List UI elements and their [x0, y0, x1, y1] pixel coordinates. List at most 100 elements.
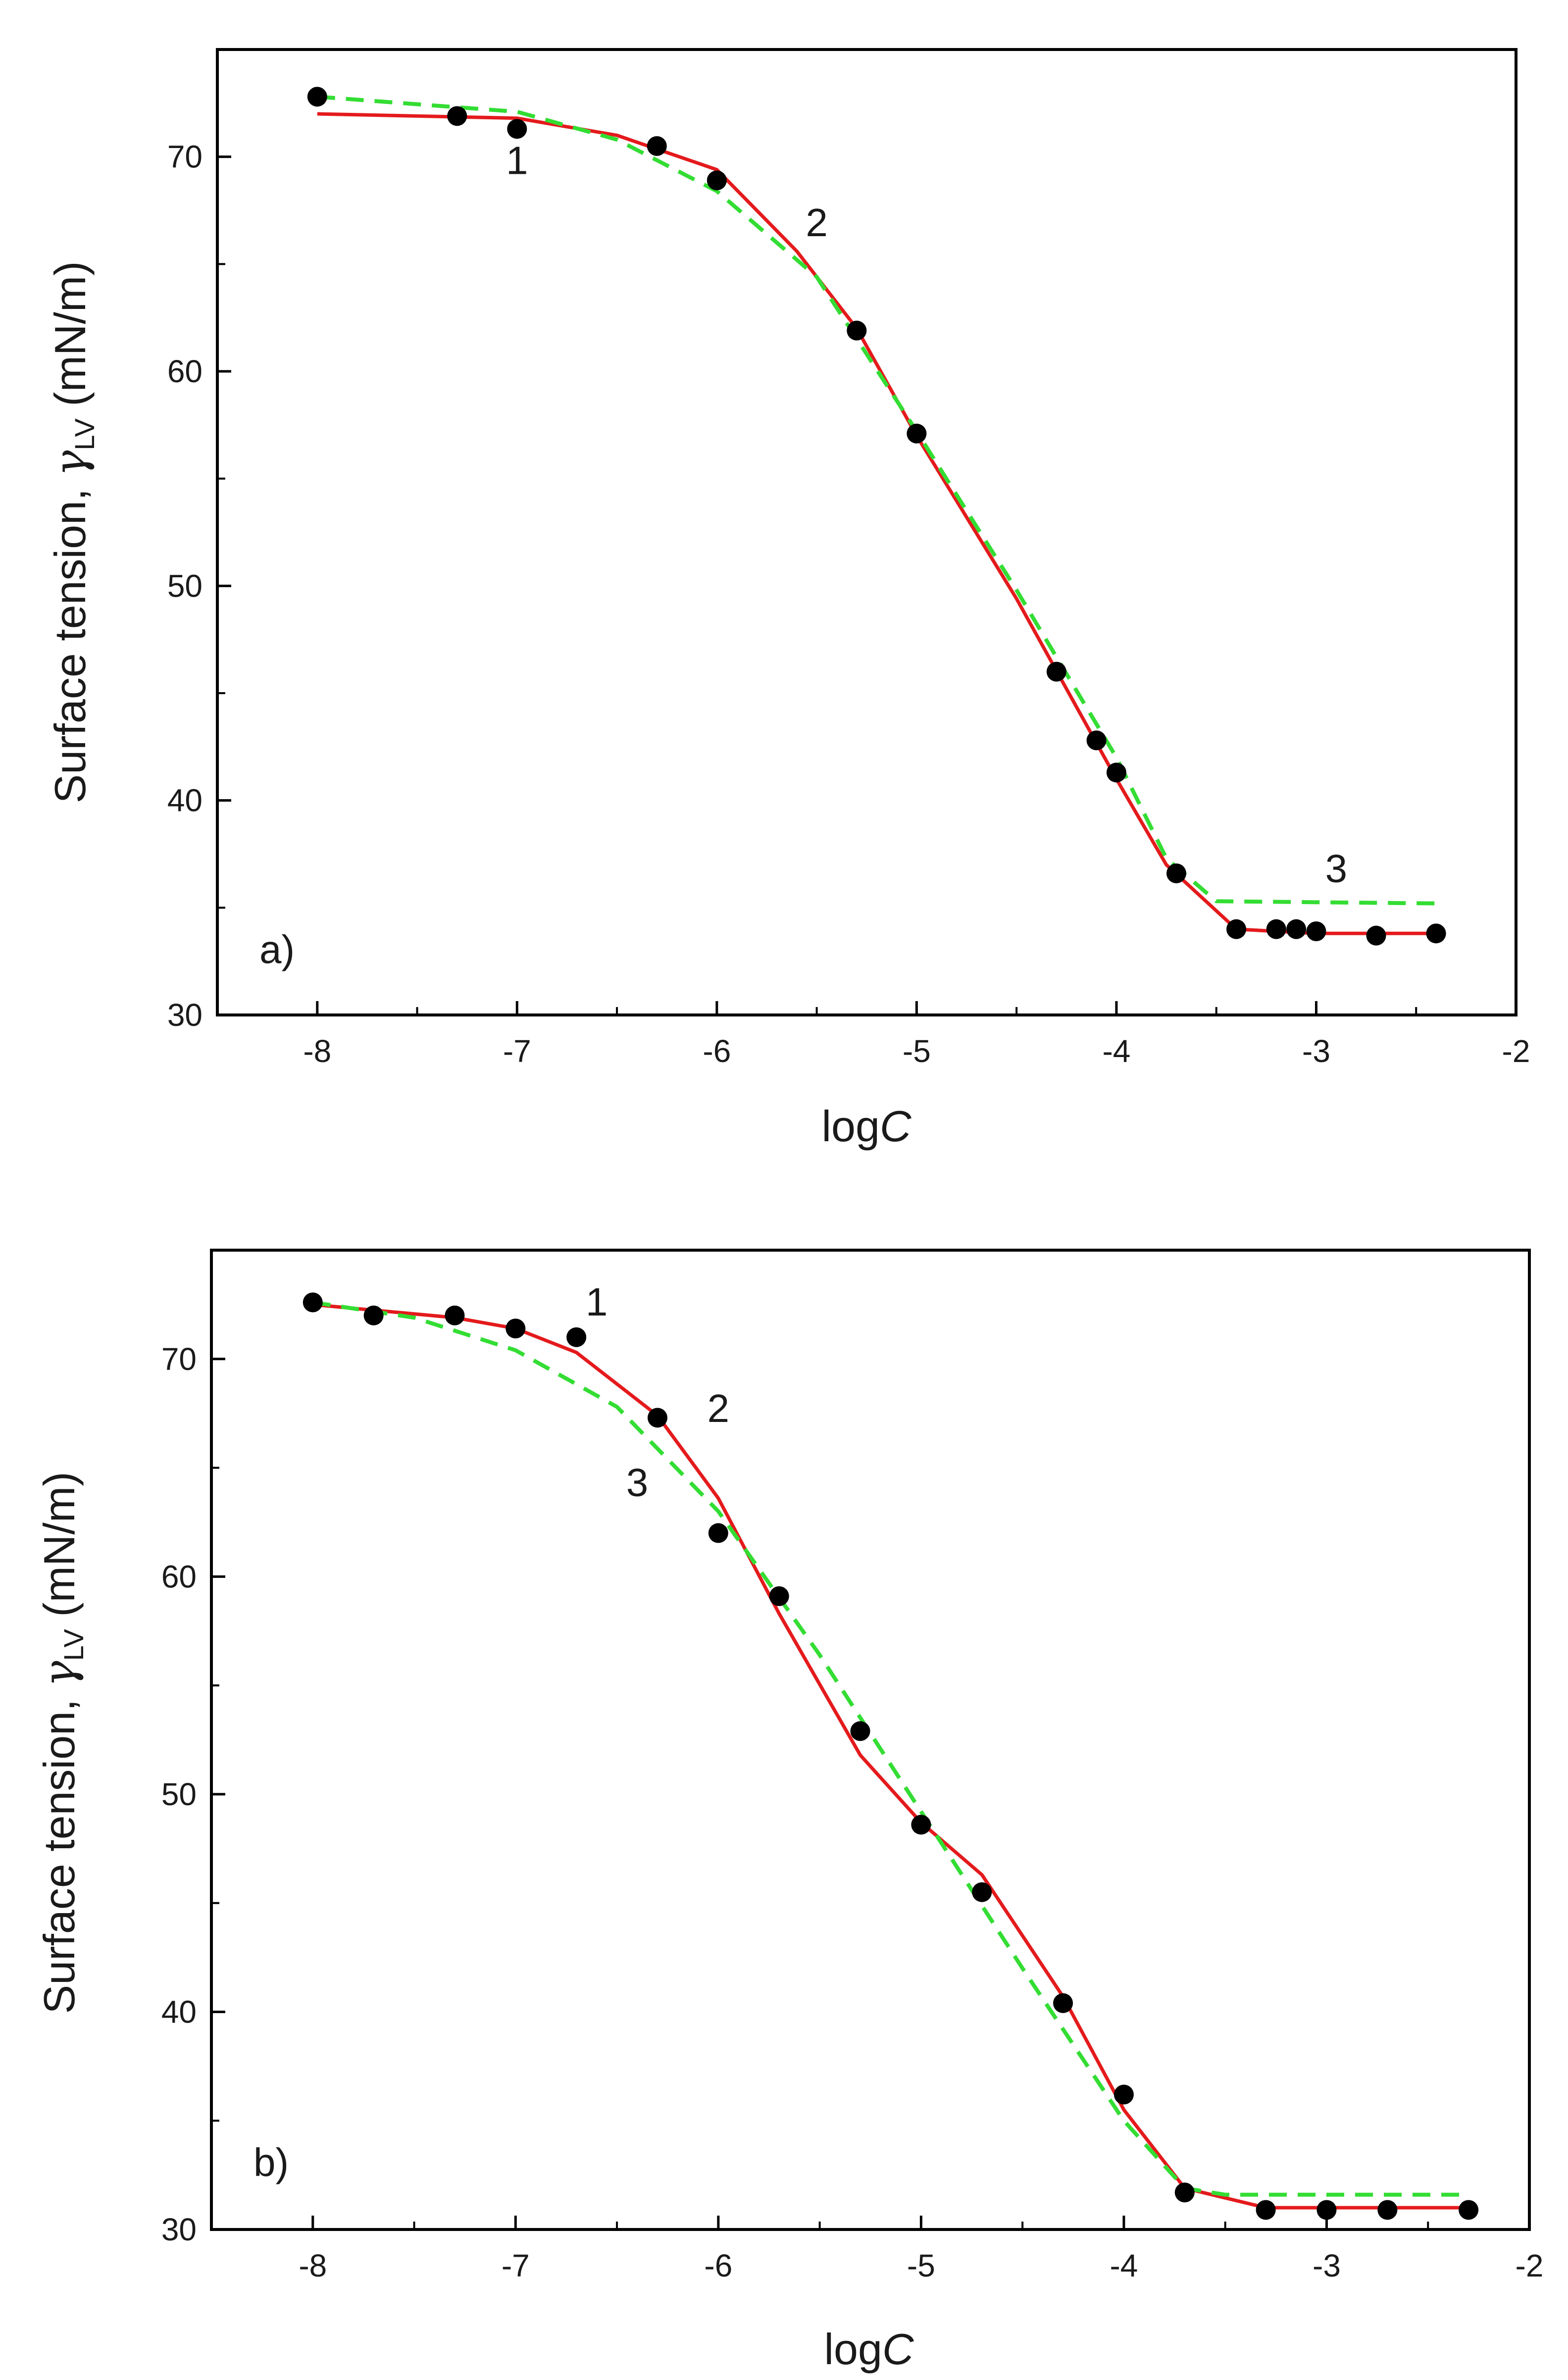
x-tick-label: -8: [303, 1033, 331, 1069]
y-axis-title-suffix: (mN/m): [35, 1472, 84, 1629]
data-point: [972, 1882, 992, 1902]
y-axis-title-symbol: γ: [34, 1661, 85, 1687]
y-axis-title-suffix: (mN/m): [46, 261, 95, 419]
x-tick-label: -3: [1302, 1033, 1330, 1069]
fit-lines: [317, 95, 1436, 935]
data-point: [1226, 919, 1247, 939]
data-point: [1113, 2084, 1134, 2105]
y-axis-title-symbol: γ: [45, 450, 96, 476]
curve-number-label: 1: [506, 138, 528, 182]
data-point: [1086, 730, 1107, 751]
panel-label: b): [253, 2140, 289, 2184]
x-tick-label: -5: [903, 1033, 931, 1069]
x-axis-title-variable: C: [880, 1102, 912, 1151]
data-point: [1106, 762, 1126, 783]
data-point: [447, 106, 467, 126]
y-axis-title-prefix: Surface tension,: [46, 476, 95, 803]
data-point: [847, 320, 867, 341]
y-tick-label: 60: [161, 1559, 197, 1594]
data-points: [307, 87, 1446, 946]
y-tick-label: 70: [161, 1341, 197, 1377]
data-point: [303, 1292, 323, 1313]
x-ticks: -8 -7 -6 -5 -4 -3 -2: [299, 2216, 1543, 2283]
data-point: [1316, 2200, 1337, 2220]
y-axis-title: Surface tension, γLV (mN/m): [45, 261, 100, 804]
y-tick-label: 60: [167, 354, 202, 389]
data-point: [1377, 2200, 1398, 2220]
curve-number-label: 3: [626, 1461, 649, 1505]
y-ticks: 30 40 50 60 70: [167, 139, 231, 1033]
x-axis-title-variable: C: [882, 2325, 914, 2374]
y-tick-label: 40: [167, 783, 202, 818]
curve-number-label: 2: [806, 201, 828, 245]
panel-label: a): [259, 927, 295, 971]
data-point: [1053, 1993, 1073, 2013]
x-tick-label: -7: [503, 1033, 531, 1069]
data-point: [1459, 2200, 1479, 2220]
data-points: [303, 1292, 1479, 2220]
plot-area: [210, 1249, 1531, 2231]
data-point: [566, 1327, 587, 1347]
y-tick-label: 50: [161, 1776, 197, 1812]
data-point: [1174, 2182, 1195, 2203]
y-tick-label: 30: [161, 2212, 197, 2247]
data-point: [1306, 921, 1326, 941]
y-tick-label: 70: [167, 139, 202, 175]
data-point: [1046, 661, 1066, 682]
x-axis-title: logC: [824, 2325, 914, 2374]
x-tick-label: -8: [299, 2248, 327, 2283]
plot-area: [216, 48, 1517, 1016]
curve-annotations: 1 2 3: [586, 1280, 729, 1505]
x-axis-title-prefix: log: [824, 2325, 882, 2374]
y-tick-label: 40: [161, 1994, 197, 2029]
x-axis-title-prefix: log: [822, 1102, 880, 1151]
x-tick-label: -5: [907, 2248, 935, 2283]
data-point: [907, 423, 927, 444]
x-axis-title: logC: [822, 1102, 912, 1151]
data-point: [708, 1523, 728, 1543]
curve-annotations: 1 2 3: [506, 138, 1347, 890]
y-tick-label: 50: [167, 568, 202, 604]
data-point: [1266, 919, 1286, 939]
y-axis-title-prefix: Surface tension,: [35, 1687, 84, 2014]
data-point: [769, 1586, 789, 1606]
data-point: [707, 170, 727, 191]
x-tick-label: -2: [1502, 1033, 1530, 1069]
y-axis-title-subscript: LV: [69, 418, 100, 451]
fit-curve-dashed: [312, 1300, 1469, 2197]
fit-lines: [312, 1300, 1469, 2210]
y-tick-label: 30: [167, 997, 202, 1033]
data-point: [1286, 919, 1307, 939]
x-tick-label: -6: [703, 1033, 731, 1069]
fit-curve-solid: [317, 112, 1436, 935]
data-point: [1166, 863, 1186, 883]
x-tick-label: -6: [704, 2248, 732, 2283]
data-point: [850, 1721, 870, 1741]
data-point: [1366, 925, 1386, 946]
panel-a: -8 -7 -6 -5 -4 -3 -2 30 40 50 60 70 1 2 3 a) logC Su…: [45, 48, 1530, 1151]
curve-number-label: 1: [586, 1280, 608, 1324]
y-axis-title-subscript: LV: [58, 1629, 89, 1661]
data-point: [506, 1318, 526, 1339]
panel-b: -8 -7 -6 -5 -4 -3 -2 30 40 50 60 70 1 2 3 b) logC Su…: [34, 1249, 1543, 2374]
data-point: [1426, 923, 1446, 944]
x-tick-label: -4: [1102, 1033, 1130, 1069]
data-point: [445, 1305, 465, 1325]
data-point: [307, 87, 327, 107]
fit-curve-dashed: [317, 95, 1436, 906]
data-point: [647, 1408, 667, 1428]
data-point: [1256, 2200, 1276, 2220]
curve-number-label: 3: [1325, 846, 1348, 890]
x-tick-label: -7: [502, 2248, 530, 2283]
x-tick-label: -3: [1313, 2248, 1341, 2283]
data-point: [647, 136, 667, 156]
data-point: [507, 119, 527, 139]
x-ticks: -8 -7 -6 -5 -4 -3 -2: [303, 1001, 1530, 1069]
curve-number-label: 2: [708, 1386, 730, 1430]
fit-curve-solid: [312, 1303, 1469, 2210]
x-tick-label: -4: [1110, 2248, 1138, 2283]
y-axis-title: Surface tension, γLV (mN/m): [34, 1472, 89, 2014]
data-point: [911, 1815, 931, 1835]
x-tick-label: -2: [1516, 2248, 1544, 2283]
